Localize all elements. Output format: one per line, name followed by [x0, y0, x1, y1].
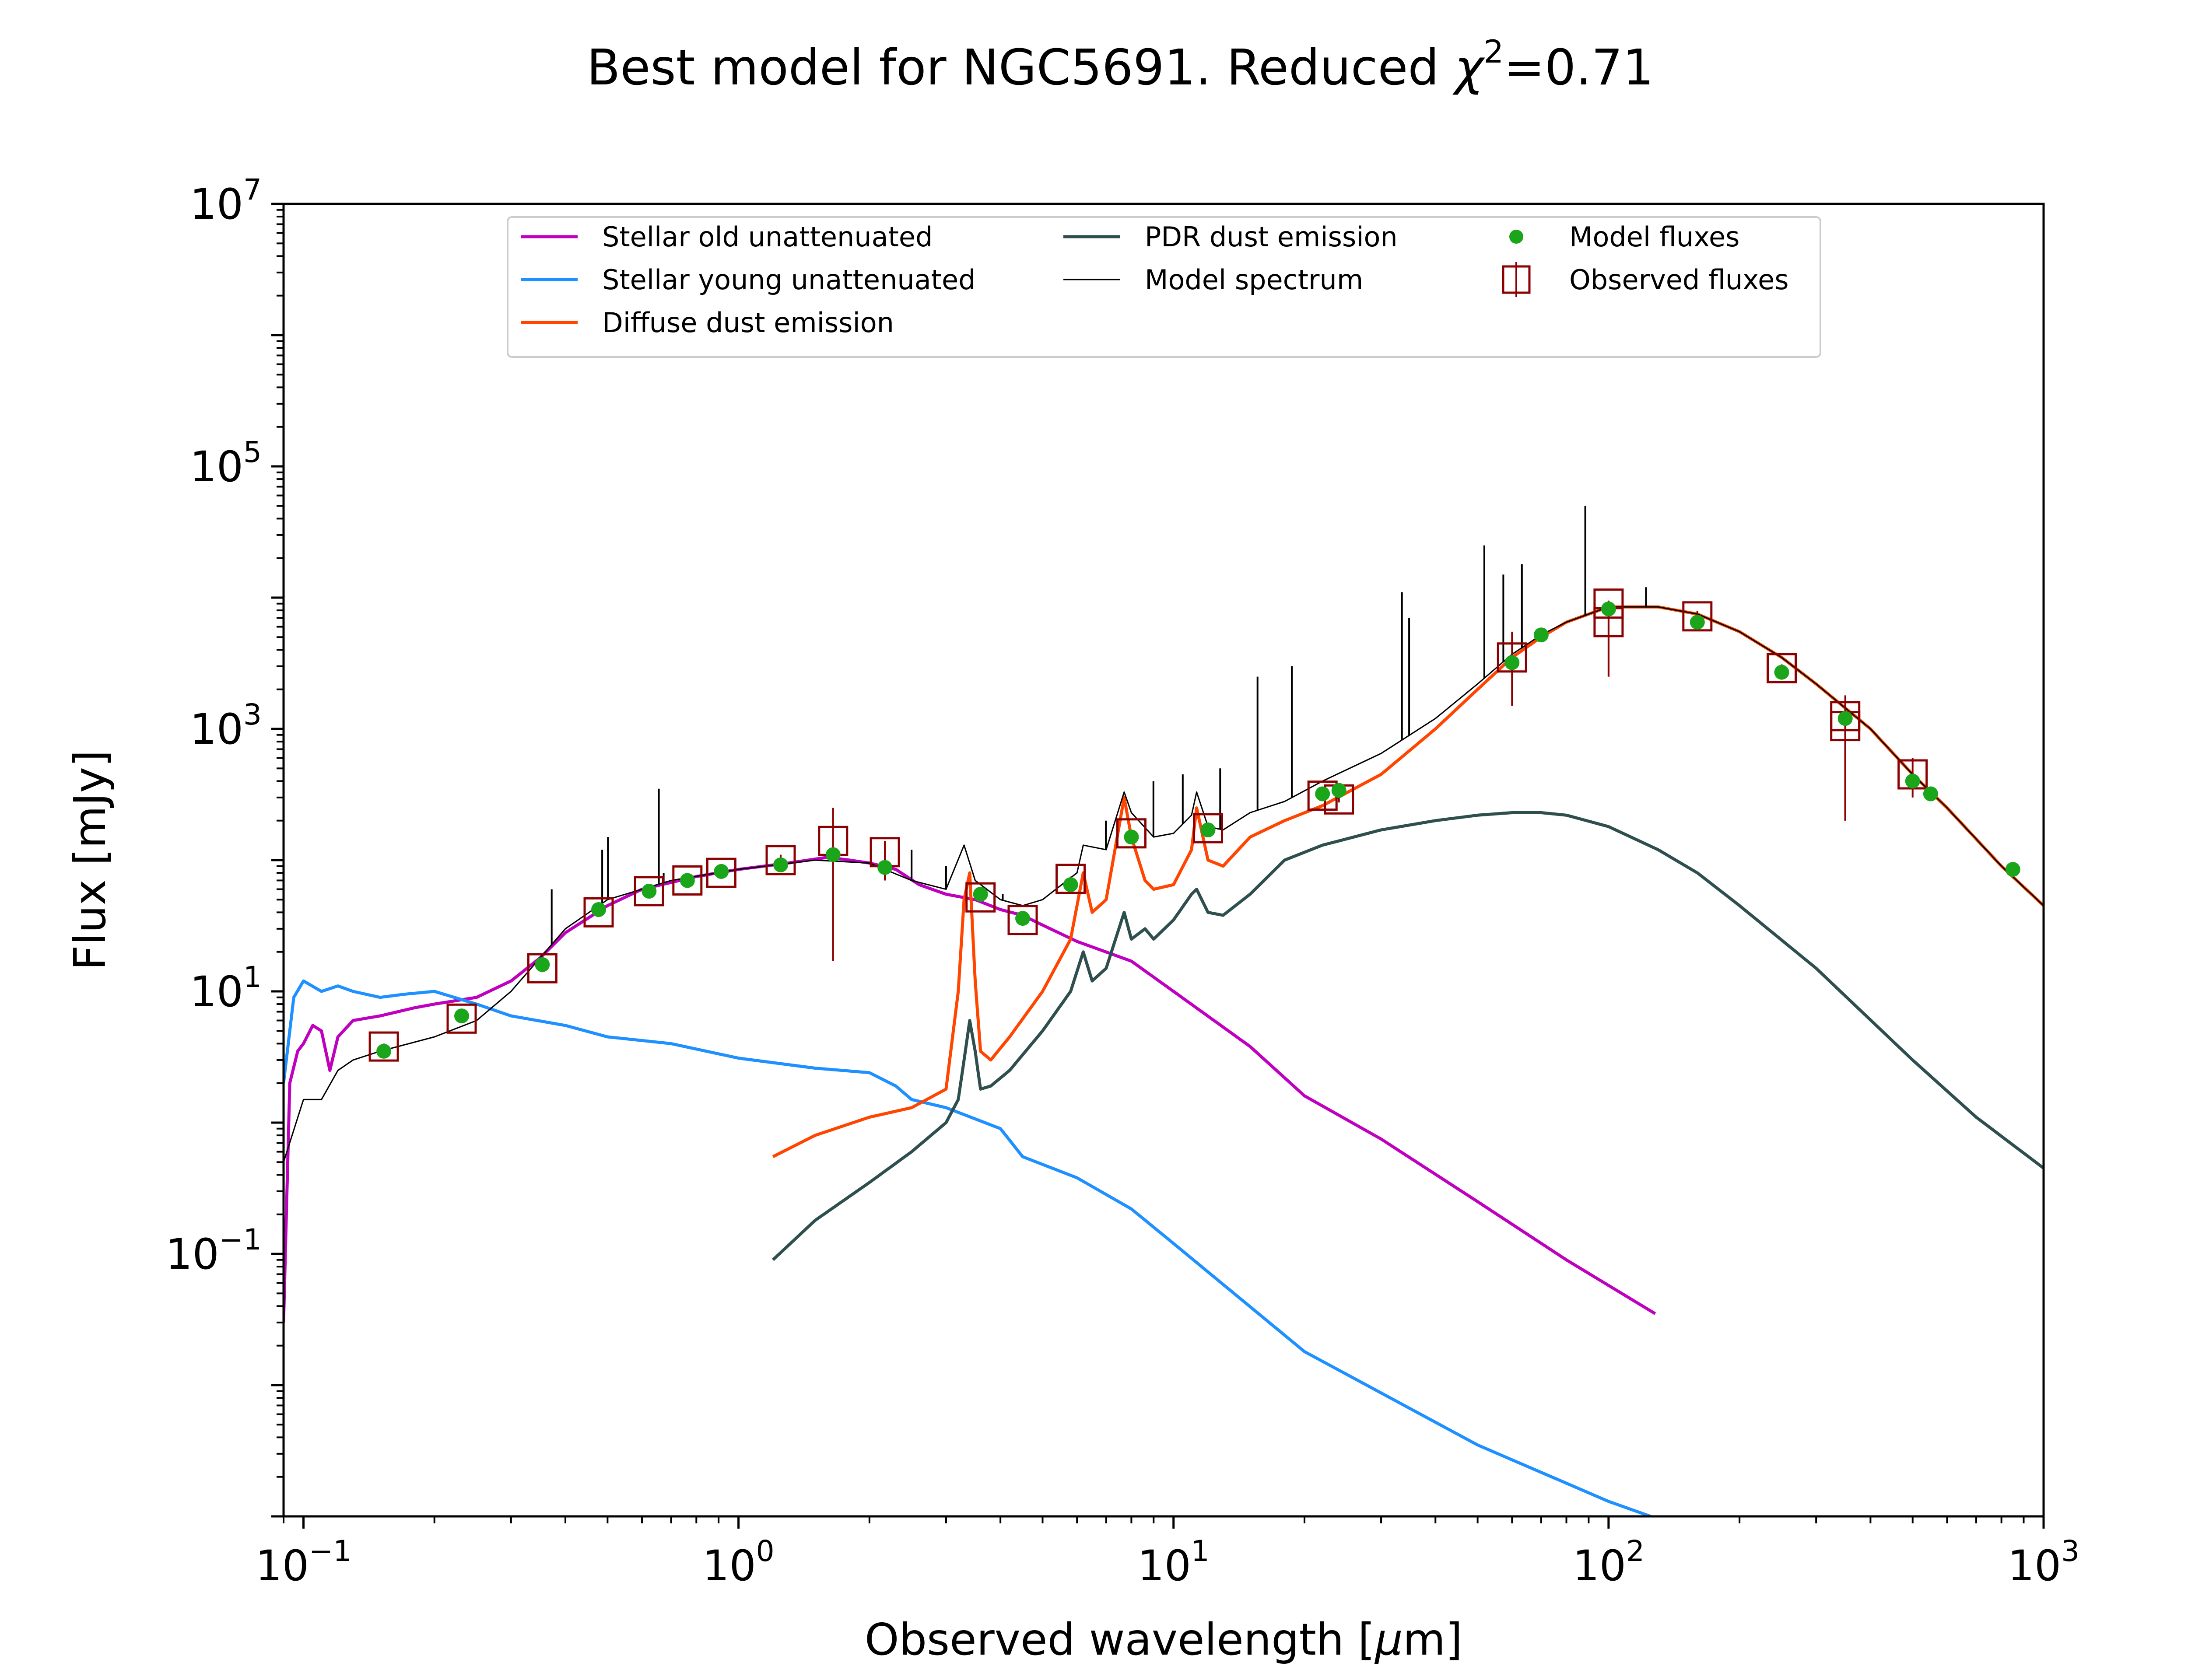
legend-label: Stellar young unattenuated — [602, 264, 975, 296]
observed-flux-marker — [446, 1003, 477, 1034]
title-chi-symbol: χ — [1452, 39, 1485, 96]
observed-flux-marker — [1497, 642, 1527, 673]
model-flux-point — [642, 884, 657, 899]
x-axis-label: Observed wavelength [μm] — [865, 1614, 1462, 1665]
observed-flux-marker — [1593, 588, 1624, 619]
y-tick-label: 107 — [190, 173, 262, 229]
observed-flux-marker — [706, 858, 736, 888]
model-flux-point — [1923, 786, 1938, 802]
y-tick-label: 103 — [190, 698, 262, 754]
observed-flux-marker — [965, 882, 996, 913]
legend-entry-observed-fluxes: Observed fluxes — [1502, 262, 1789, 297]
model-flux-point — [1837, 711, 1853, 726]
model-flux-point — [714, 864, 729, 879]
x-axis-label-suffix: m] — [1403, 1614, 1462, 1665]
tick-labels-layer: 10−1 100 101 102 103 10−1 101 103 105 107 — [166, 173, 2080, 1590]
observed-flux-marker — [765, 845, 796, 875]
stellar-young-unattenuated-line — [284, 979, 1652, 1516]
observed-flux-marker — [1767, 653, 1797, 683]
observed-flux-marker — [1055, 864, 1086, 894]
series-layer — [284, 506, 2044, 1516]
legend-swatch — [1509, 230, 1523, 244]
model-spectrum-line — [284, 606, 2044, 1162]
model-flux-point — [591, 902, 606, 917]
model-flux-point — [973, 886, 988, 902]
observed-flux-marker — [672, 865, 703, 896]
legend-box — [507, 216, 1821, 358]
observed-flux-marker — [583, 897, 614, 928]
model-flux-point — [1063, 877, 1078, 892]
pdr-dust-emission-line — [771, 811, 2044, 1261]
model-flux-point — [1315, 786, 1330, 802]
legend-entry-model-spectrum: Model spectrum — [1063, 264, 1363, 296]
legend: Stellar old unattenuated Stellar young un… — [507, 216, 1821, 358]
pdr-dust-emission-series — [771, 811, 2044, 1261]
model-flux-point — [877, 860, 893, 875]
observed-flux-marker — [1007, 905, 1038, 935]
model-flux-point — [773, 857, 788, 872]
model-spectrum-series — [284, 506, 2044, 1162]
observed-flux-marker — [634, 876, 664, 906]
legend-entry-stellar-old-unattenuated: Stellar old unattenuated — [521, 221, 933, 253]
model-flux-point — [1200, 822, 1216, 837]
stellar-young-unattenuated-series — [284, 979, 1652, 1516]
observed-fluxes-series — [368, 588, 1928, 1062]
y-axis-label: Flux [mJy] — [64, 750, 116, 970]
legend-label: Model spectrum — [1145, 264, 1363, 296]
legend-swatch — [1502, 265, 1531, 294]
model-flux-point — [2005, 862, 2020, 877]
y-tick-label: 101 — [190, 960, 262, 1016]
observed-flux-marker — [1193, 813, 1223, 844]
chart-title: Best model for NGC5691. Reduced χ2=0.71 — [587, 33, 1654, 96]
x-tick-label: 100 — [703, 1534, 775, 1590]
x-axis-label-mu: μ — [1374, 1614, 1403, 1665]
model-flux-point — [1905, 774, 1920, 789]
model-fluxes-series — [376, 601, 2020, 1059]
legend-entry-pdr-dust-emission: PDR dust emission — [1063, 221, 1398, 253]
x-tick-label: 103 — [2008, 1534, 2079, 1590]
model-flux-point — [1504, 655, 1520, 670]
model-flux-point — [454, 1008, 469, 1024]
model-flux-point — [1124, 830, 1139, 845]
title-chi-exponent: 2 — [1483, 33, 1504, 70]
legend-entry-model-fluxes: Model fluxes — [1509, 221, 1739, 253]
legend-label: Diffuse dust emission — [602, 307, 894, 339]
x-axis-label-prefix: Observed wavelength [ — [865, 1614, 1375, 1665]
model-flux-point — [1690, 615, 1705, 630]
legend-entry-diffuse-dust-emission: Diffuse dust emission — [521, 307, 894, 339]
model-flux-point — [535, 957, 550, 972]
model-flux-point — [1015, 911, 1030, 926]
model-flux-point — [680, 873, 695, 888]
title-prefix: Best model for NGC5691. Reduced — [587, 39, 1455, 96]
x-tick-label: 101 — [1138, 1534, 1210, 1590]
legend-entry-stellar-young-unattenuated: Stellar young unattenuated — [521, 264, 975, 296]
legend-label: Stellar old unattenuated — [602, 221, 933, 253]
model-flux-point — [1331, 783, 1346, 798]
legend-label: Observed fluxes — [1569, 264, 1789, 296]
observed-flux-marker — [1682, 601, 1713, 632]
stellar-old-unattenuated-series — [284, 856, 1656, 1323]
model-flux-point — [1601, 601, 1616, 616]
observed-flux-marker — [527, 953, 558, 984]
model-flux-point — [1533, 627, 1549, 643]
stellar-old-unattenuated-line — [284, 856, 1656, 1323]
y-tick-label: 105 — [190, 435, 262, 491]
ticks-layer — [271, 203, 2045, 1529]
markers-layer — [368, 588, 2020, 1062]
observed-flux-marker — [368, 1031, 399, 1062]
model-flux-point — [825, 847, 841, 862]
title-suffix: =0.71 — [1504, 39, 1654, 96]
legend-label: Model fluxes — [1569, 221, 1739, 253]
x-tick-label: 10−1 — [256, 1534, 351, 1590]
legend-label: PDR dust emission — [1145, 221, 1398, 253]
model-flux-point — [376, 1043, 392, 1059]
observed-flux-marker — [1116, 818, 1147, 849]
plot-frame — [282, 203, 2045, 1518]
y-tick-label: 10−1 — [166, 1223, 262, 1279]
x-tick-label: 102 — [1573, 1534, 1645, 1590]
model-flux-point — [1774, 665, 1789, 680]
